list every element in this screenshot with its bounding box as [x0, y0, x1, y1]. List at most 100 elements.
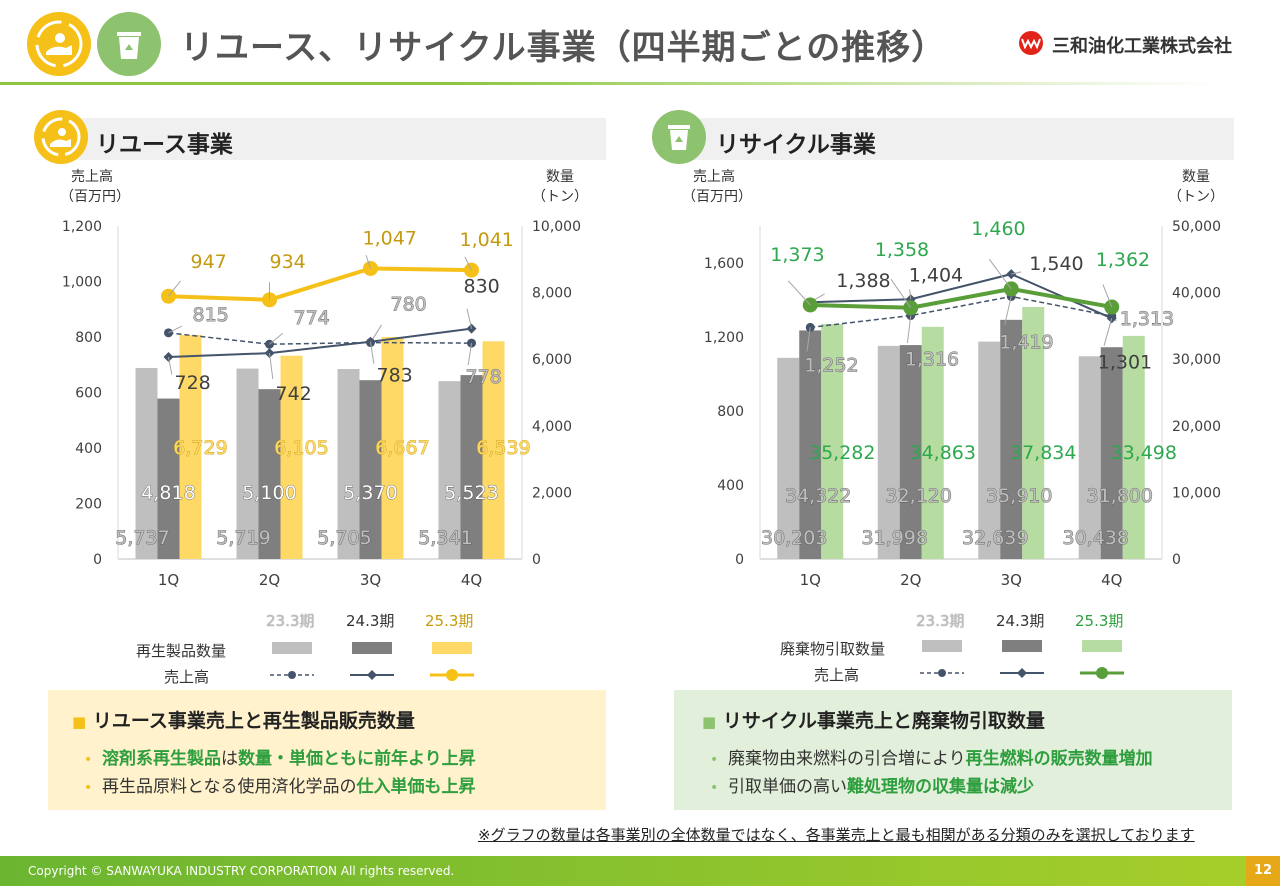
- right-axis-tick-label: 0: [532, 552, 541, 568]
- line-data-label: 1,388: [836, 270, 890, 292]
- recycle-box-title: ■ リサイクル事業売上と廃棄物引取数量: [702, 706, 1045, 733]
- recycle-legend-line-24: [1000, 668, 1044, 678]
- recycle-right-axis-title: 数量 （トン）: [1166, 166, 1226, 206]
- reuse-left-axis-title: 売上高 （百万円）: [60, 166, 130, 206]
- label-leader-line: [1004, 296, 1012, 326]
- recycle-box-title-text: リサイクル事業売上と廃棄物引取数量: [722, 710, 1045, 732]
- bar-25.3期: [1022, 307, 1045, 559]
- line-data-label: 780: [391, 294, 427, 316]
- reuse-legend-line-label: 売上高: [164, 668, 210, 686]
- recycle-bin-icon: [97, 12, 161, 76]
- recycle-right-axis-label-2: （トン）: [1168, 189, 1224, 205]
- recycle-legend-period-25: 25.3期: [1075, 612, 1124, 630]
- line-series-23.3期: [810, 295, 1112, 329]
- reuse-box-title: ■ リユース事業売上と再生製品販売数量: [72, 706, 415, 733]
- reuse-bullet-1-mid: は: [221, 749, 238, 769]
- bar-data-label: 5,737: [115, 527, 169, 549]
- reuse-box-title-text: リユース事業売上と再生製品販売数量: [92, 710, 415, 732]
- bar-data-label: 34,863: [910, 442, 976, 464]
- bar-data-label: 5,719: [216, 527, 270, 549]
- bar-data-label: 37,834: [1010, 442, 1076, 464]
- reuse-bullet-2-em: 仕入単価も上昇: [356, 777, 476, 797]
- bar-data-label: 6,105: [274, 437, 328, 459]
- recycle-legend-line-23: [920, 669, 964, 677]
- bar-24.3期: [1000, 319, 1023, 559]
- bar-24.3期: [1100, 347, 1123, 559]
- line-data-label: 1,313: [1120, 308, 1174, 330]
- footnote: ※グラフの数量は各事業別の全体数量ではなく、各事業売上と最も相関がある分類のみを…: [478, 826, 1195, 844]
- line-marker: [1006, 269, 1017, 280]
- header-icons: [27, 12, 161, 76]
- recycle-legend: 23.3期 24.3期 25.3期 廃棄物引取数量 売上高: [740, 610, 1240, 690]
- reuse-legend-bar-25: [432, 642, 472, 654]
- line-data-label: 774: [294, 307, 330, 329]
- right-axis-tick-label: 2,000: [532, 485, 572, 501]
- recycle-note-box: ■ リサイクル事業売上と廃棄物引取数量 • 廃棄物由来燃料の引合増により再生燃料の…: [674, 690, 1232, 810]
- recycle-bullet-1: • 廃棄物由来燃料の引合増により再生燃料の販売数量増加: [710, 744, 1153, 769]
- title-divider: [0, 82, 1280, 85]
- line-series-25.3期: [810, 286, 1113, 310]
- recycle-bullet-1-pre: 廃棄物由来燃料の引合増により: [728, 749, 966, 769]
- x-axis-tick-label: 4Q: [1101, 571, 1122, 589]
- reuse-legend-period-25: 25.3期: [425, 612, 474, 630]
- bar-data-label: 32,639: [962, 527, 1028, 549]
- recycle-left-axis-label-1: 売上高: [693, 169, 735, 185]
- x-axis-tick-label: 4Q: [461, 571, 482, 589]
- recycle-bullet-2-em: 難処理物の収集量は減少: [847, 777, 1034, 797]
- bar-25.3期: [381, 336, 404, 559]
- bar-data-label: 5,100: [242, 482, 296, 504]
- reuse-legend-line-24: [350, 670, 394, 680]
- reuse-legend: 23.3期 24.3期 25.3期 再生製品数量 売上高: [110, 610, 610, 690]
- recycle-box-square-icon: ■: [702, 713, 717, 731]
- bullet-dot-icon: •: [710, 780, 719, 796]
- bar-data-label: 5,370: [343, 482, 397, 504]
- reuse-left-axis-label-2: （百万円）: [60, 189, 130, 205]
- recycle-section-icon: [652, 110, 706, 164]
- label-leader-line: [909, 289, 912, 300]
- reuse-bullet-1-em1: 溶剤系再生製品: [102, 749, 221, 769]
- reuse-right-axis-label-1: 数量: [546, 169, 574, 185]
- bar-data-label: 32,120: [886, 485, 952, 507]
- right-axis-tick-label: 10,000: [1172, 485, 1221, 501]
- bar-data-label: 6,729: [173, 437, 227, 459]
- reuse-right-axis-label-2: （トン）: [532, 189, 588, 205]
- recycle-legend-bar-25: [1082, 640, 1122, 652]
- bar-data-label: 6,667: [375, 437, 429, 459]
- label-leader-line: [806, 327, 811, 352]
- bullet-dot-icon: •: [84, 752, 93, 768]
- footer-copyright: Copyright © SANWAYUKA INDUSTRY CORPORATI…: [28, 864, 455, 878]
- right-axis-tick-label: 0: [1172, 552, 1181, 568]
- bar-data-label: 4,818: [141, 482, 195, 504]
- recycle-left-axis-label-2: （百万円）: [682, 189, 752, 205]
- bar-23.3期: [1078, 356, 1101, 559]
- bar-23.3期: [978, 341, 1001, 559]
- label-leader-line: [464, 256, 472, 271]
- line-marker: [905, 294, 916, 305]
- line-data-label: 783: [377, 365, 413, 387]
- line-data-label: 1,301: [1098, 351, 1152, 373]
- right-axis-tick-label: 20,000: [1172, 419, 1221, 435]
- label-leader-line: [988, 258, 1012, 290]
- line-data-label: 1,419: [999, 331, 1053, 353]
- reuse-hand-icon: [27, 12, 91, 76]
- right-axis-tick-label: 40,000: [1172, 286, 1221, 302]
- recycle-chart: 0 400 800 1,200 1,600 0 10,000 20,000 30,000 40,0…: [704, 218, 1221, 589]
- left-axis-tick-label: 400: [75, 441, 102, 457]
- reuse-legend-bar-24: [352, 642, 392, 654]
- right-axis-tick-label: 10,000: [532, 219, 581, 235]
- left-axis-tick-label: 200: [75, 497, 102, 513]
- x-axis-tick-label: 1Q: [158, 571, 179, 589]
- recycle-legend-line-25: [1080, 667, 1124, 679]
- line-data-label: 947: [191, 251, 227, 273]
- bar-25.3期: [821, 324, 844, 559]
- label-leader-line: [467, 343, 472, 366]
- recycle-legend-bar-24: [1002, 640, 1042, 652]
- left-axis-tick-label: 1,200: [62, 219, 102, 235]
- bar-23.3期: [135, 367, 158, 559]
- bar-24.3期: [359, 380, 382, 559]
- recycle-legend-bar-label: 廃棄物引取数量: [780, 640, 886, 658]
- company-logo-icon: [1019, 31, 1043, 55]
- label-leader-line: [890, 278, 912, 309]
- label-leader-line: [370, 341, 375, 364]
- bar-data-label: 30,203: [761, 527, 827, 549]
